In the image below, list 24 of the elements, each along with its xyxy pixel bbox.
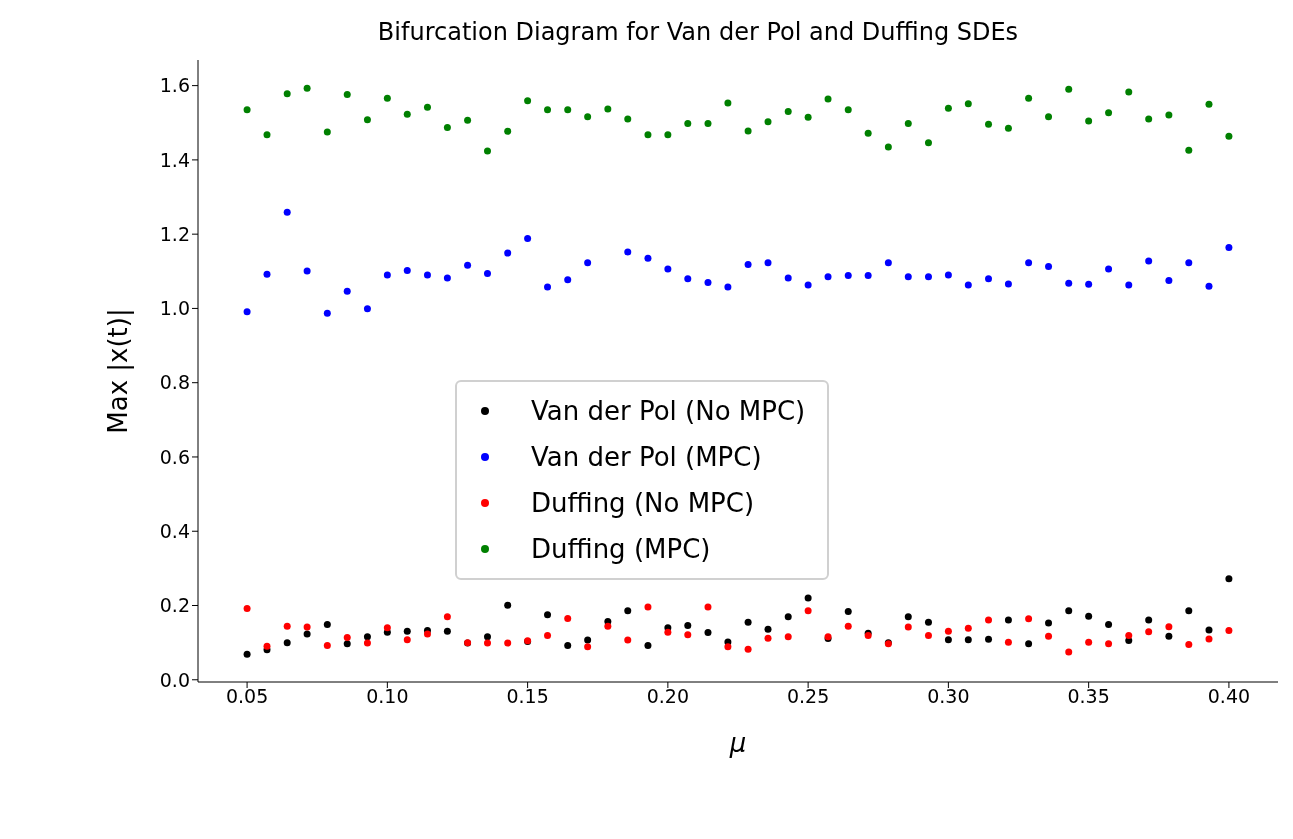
y-tick-label: 0.4 [159,519,190,542]
y-tick-label: 1.2 [159,222,190,245]
x-tick-label: 0.30 [927,685,970,708]
x-tick-label: 0.35 [1067,685,1110,708]
y-axis-title: Max |x(t)| [103,308,135,434]
legend-label: Van der Pol (No MPC) [531,395,806,428]
x-tick-label: 0.15 [506,685,549,708]
y-tick-label: 1.0 [159,297,190,320]
y-tick-label: 0.6 [159,445,190,468]
y-tick-label: 0.0 [159,668,190,691]
x-axis-title: μ [728,728,747,758]
legend-label: Van der Pol (MPC) [531,441,762,474]
legend-label: Duffing (MPC) [531,533,711,566]
x-tick-label: 0.05 [225,685,269,708]
legend-label: Duffing (No MPC) [531,487,755,520]
chart-title: Bifurcation Diagram for Van der Pol and Duffing SDEs [377,18,1019,46]
x-tick-label: 0.40 [1207,685,1251,708]
x-tick-label: 0.25 [786,685,830,708]
x-tick-label: 0.10 [366,685,409,708]
y-tick-label: 1.4 [159,148,190,171]
y-tick-label: 1.6 [159,74,190,97]
y-tick-label: 0.8 [159,371,190,394]
y-tick-label: 0.2 [159,594,190,617]
x-tick-label: 0.20 [646,685,690,708]
